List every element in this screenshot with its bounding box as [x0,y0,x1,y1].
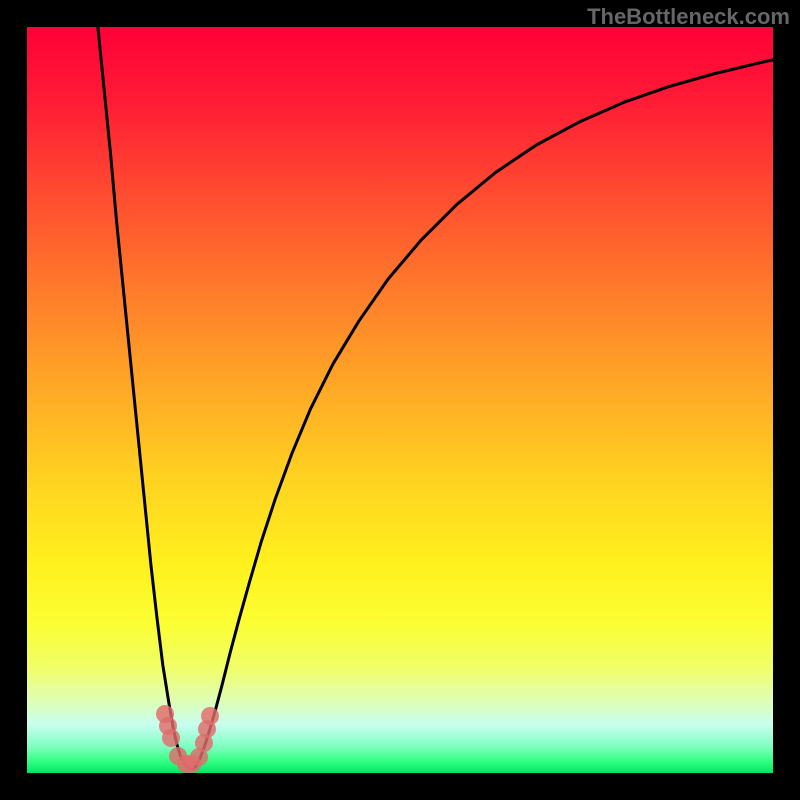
trough-marker-dot [201,707,219,725]
plot-background [27,27,773,773]
trough-marker-dot [162,729,180,747]
watermark-text: TheBottleneck.com [587,4,790,30]
chart-svg [0,0,800,800]
chart-svg-container [0,0,800,800]
